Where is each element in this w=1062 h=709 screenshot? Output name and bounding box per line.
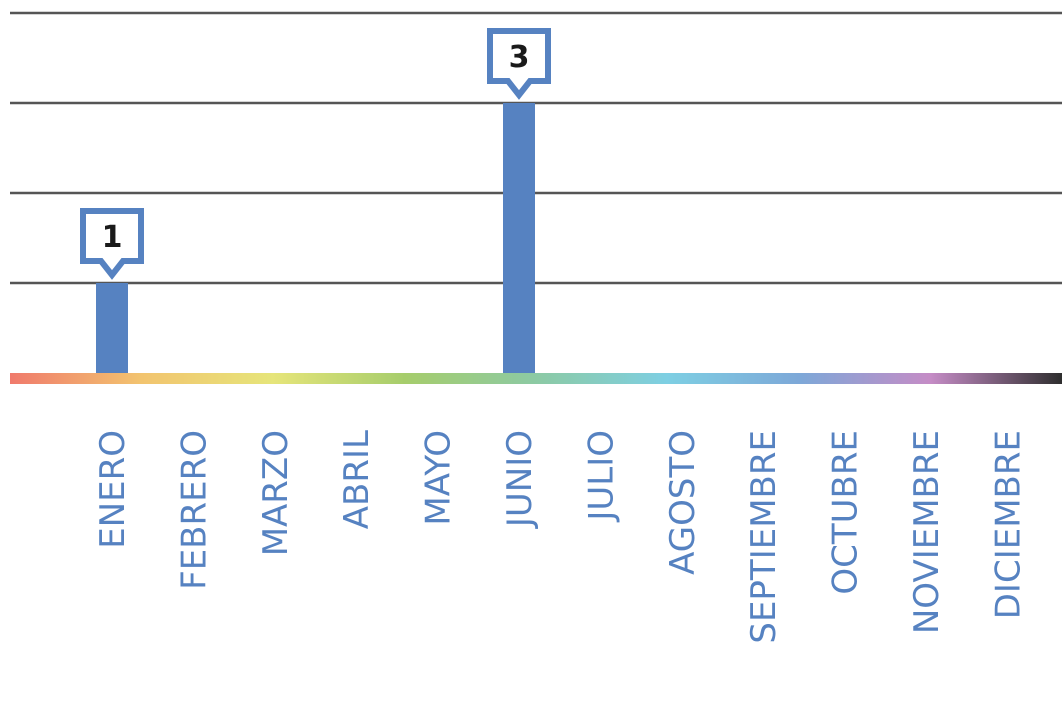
callout-box: [80, 208, 144, 280]
category-label-abril: ABRIL: [337, 430, 377, 529]
callout-box: [487, 28, 551, 100]
data-label-text: 3: [509, 40, 530, 75]
data-label-callouts: 13: [80, 28, 551, 280]
bar-enero: [96, 283, 128, 373]
baseline-axis: [10, 373, 1062, 384]
category-label-noviembre: NOVIEMBRE: [907, 430, 947, 634]
gridlines: [10, 11, 1062, 285]
category-label-mayo: MAYO: [419, 430, 459, 526]
category-label-marzo: MARZO: [256, 430, 296, 556]
category-label-octubre: OCTUBRE: [826, 430, 866, 595]
data-label-junio: 3: [487, 28, 551, 100]
bar-junio: [503, 103, 535, 373]
category-label-diciembre: DICIEMBRE: [988, 430, 1028, 619]
category-label-septiembre: SEPTIEMBRE: [744, 430, 784, 644]
category-labels: ENERO FEBRERO MARZO ABRIL MAYO JUNIO JULIO AGOS…: [93, 430, 1028, 644]
category-label-febrero: FEBRERO: [174, 430, 214, 590]
bars: [96, 103, 535, 373]
category-label-julio: JULIO: [581, 430, 621, 523]
category-label-agosto: AGOSTO: [663, 430, 703, 575]
data-label-enero: 1: [80, 208, 144, 280]
category-label-enero: ENERO: [93, 430, 133, 549]
category-label-junio: JUNIO: [500, 430, 540, 529]
data-label-text: 1: [102, 220, 123, 255]
